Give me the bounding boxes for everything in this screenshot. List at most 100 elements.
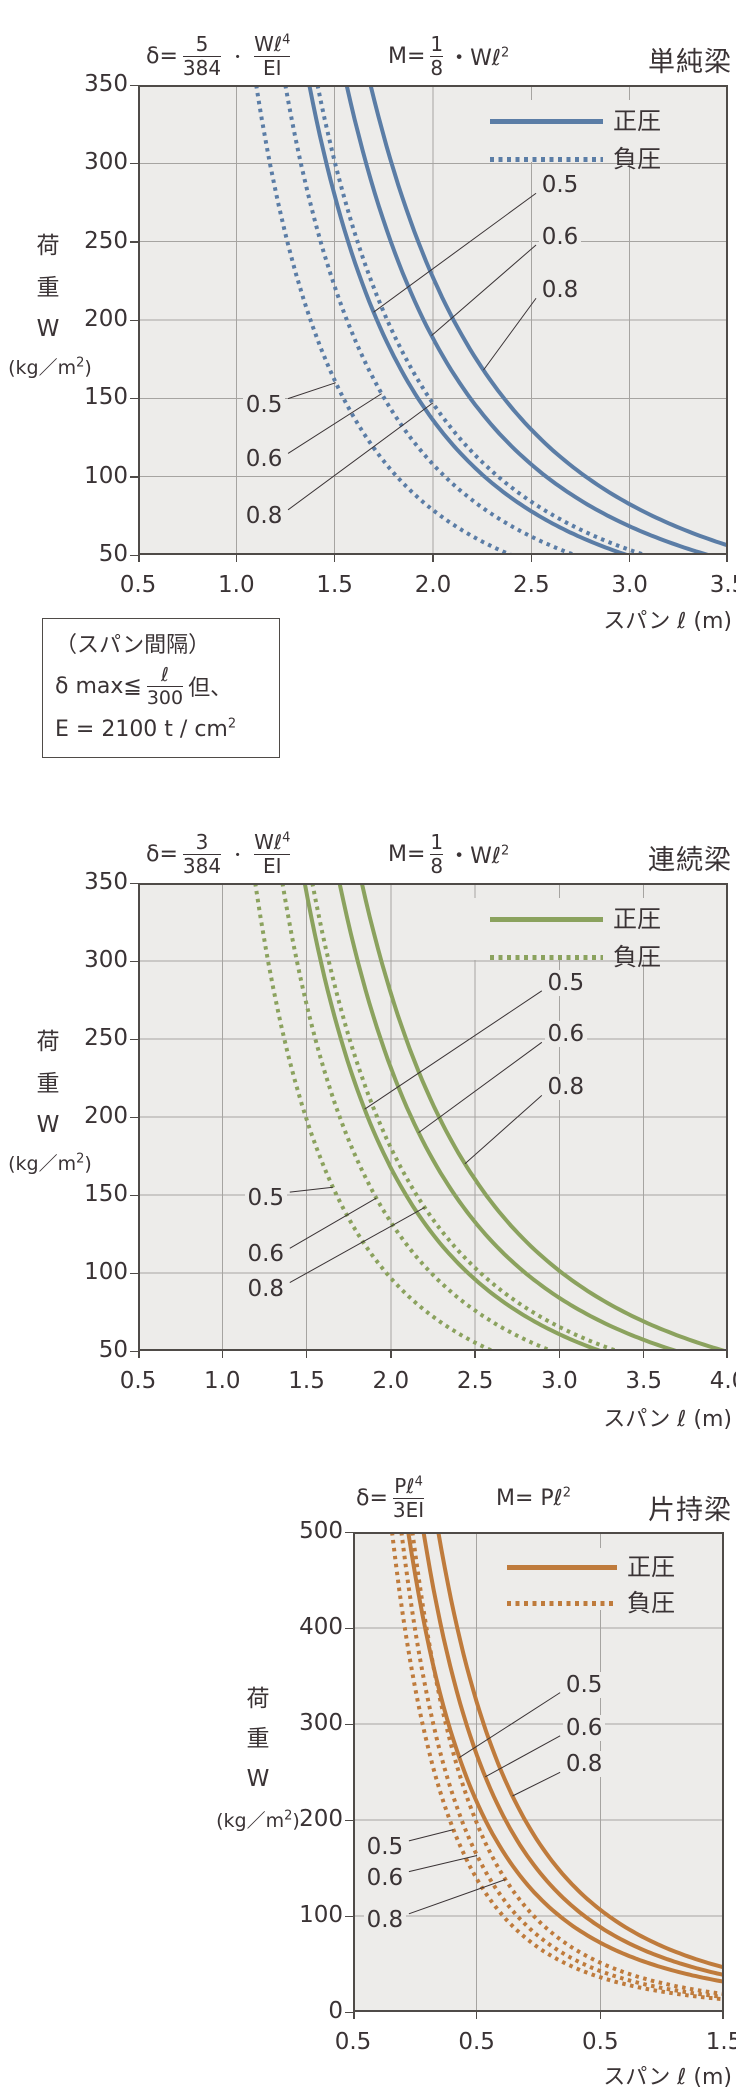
- fraction: 5 384: [182, 31, 222, 80]
- x-tick-label: 1.0: [218, 572, 255, 598]
- y-axis-title-1: 荷 重 W: [36, 233, 60, 342]
- leader-line: [289, 1207, 425, 1284]
- legend-item-negative: 負圧: [490, 944, 661, 970]
- plot-border: [353, 1532, 724, 2012]
- fraction-bar: [254, 853, 291, 855]
- leader-line: [408, 1855, 478, 1873]
- formula-deflection-3: δ= Pℓ4 3EI: [356, 1473, 425, 1522]
- x-tick-mark: [475, 2012, 478, 2019]
- fraction: 1 8: [430, 31, 444, 80]
- curve-positive-0.5: [302, 883, 602, 1351]
- plot-area-3: [353, 1532, 724, 2012]
- formula-moment-2: M= 1 8 ・Wℓ2: [388, 829, 510, 878]
- x-tick-mark: [599, 2012, 602, 2019]
- curve-label: 0.8: [244, 1275, 287, 1302]
- curve-positive-0.6: [421, 1532, 724, 1977]
- fraction: Wℓ4 EI: [254, 31, 291, 80]
- x-tick-mark: [432, 555, 434, 562]
- y-tick-mark: [130, 1038, 138, 1040]
- x-axis-title-1: スパン ℓ (m): [603, 609, 732, 634]
- y-tick-mark: [130, 554, 138, 556]
- curve-label: 0.6: [363, 1864, 406, 1891]
- multiply-dot: ・: [230, 47, 246, 66]
- x-tick-label: 3.0: [541, 1368, 578, 1394]
- y-tick-mark: [130, 319, 138, 321]
- leader-line: [373, 192, 537, 313]
- x-axis-title-2: スパン ℓ (m): [603, 1407, 732, 1432]
- curve-label: 0.6: [539, 223, 582, 250]
- x-tick-mark: [390, 1351, 392, 1358]
- fraction-bar: [392, 1497, 425, 1499]
- dotted-line-sample: [490, 156, 603, 162]
- plot-area-1: [138, 85, 728, 555]
- fraction-bar: [254, 55, 291, 57]
- leader-line: [483, 297, 537, 371]
- curve-label: 0.5: [539, 172, 582, 199]
- legend-2: 正圧 負圧: [470, 898, 715, 970]
- solid-line-sample: [490, 916, 603, 922]
- x-tick-label: 0.5: [119, 1368, 157, 1394]
- x-tick-mark: [642, 1351, 645, 1358]
- fraction: Pℓ4 3EI: [392, 1473, 425, 1522]
- curve-negative-0.5: [390, 1532, 724, 2002]
- leader-line: [289, 1186, 333, 1193]
- solid-line-sample: [507, 1564, 617, 1570]
- x-tick-mark: [726, 555, 728, 562]
- x-tick-label: 3.5: [625, 1368, 662, 1394]
- x-tick-mark: [628, 555, 631, 562]
- x-tick-mark: [726, 1351, 728, 1358]
- formula-moment-1: M= 1 8 ・Wℓ2: [388, 31, 510, 80]
- y-tick-label: 150: [84, 1181, 128, 1207]
- fraction-bar: [182, 853, 222, 855]
- curve-positive-0.8: [359, 883, 726, 1351]
- legend-item-positive: 正圧: [490, 906, 661, 932]
- y-tick-label: 350: [84, 869, 128, 895]
- curve-label: 0.8: [243, 502, 286, 529]
- chart-title-simple-beam: 単純梁: [648, 47, 732, 78]
- chart-title-continuous-beam: 連続梁: [648, 845, 732, 876]
- y-tick-mark: [130, 1194, 138, 1196]
- y-tick-label: 300: [84, 149, 128, 176]
- x-tick-label: 2.5: [456, 1368, 494, 1394]
- leader-line: [431, 244, 537, 337]
- y-tick-label: 250: [84, 227, 128, 254]
- x-tick-label: 1.5: [288, 1368, 325, 1394]
- legend-item-positive: 正圧: [490, 108, 661, 134]
- y-tick-label: 300: [84, 947, 128, 973]
- x-tick-mark: [530, 555, 533, 562]
- formula-delta-lhs: δ=: [146, 43, 178, 69]
- y-tick-label: 350: [84, 71, 128, 97]
- x-tick-mark: [138, 555, 140, 562]
- x-tick-mark: [305, 1351, 308, 1358]
- y-axis-unit-3: (kg／m2): [216, 1808, 300, 1832]
- x-tick-mark: [353, 2012, 355, 2019]
- curve-negative-0.6: [399, 1532, 724, 1999]
- plot-border: [138, 85, 728, 555]
- y-tick-label: 100: [84, 462, 128, 489]
- y-tick-mark: [130, 84, 138, 86]
- dotted-line-sample: [490, 954, 603, 960]
- curve-positive-0.6: [337, 883, 677, 1351]
- legend-item-positive: 正圧: [507, 1554, 675, 1580]
- y-tick-label: 50: [98, 1337, 128, 1363]
- x-tick-label: 1.0: [203, 1368, 241, 1394]
- x-tick-label: 0.5: [582, 2029, 619, 2055]
- legend-3: 正圧 負圧: [493, 1548, 716, 1616]
- leader-line: [287, 402, 434, 511]
- y-tick-mark: [130, 1350, 138, 1352]
- y-tick-mark: [345, 1627, 353, 1629]
- curve-negative-0.6: [280, 883, 553, 1351]
- y-axis-unit-1: (kg／m2): [8, 355, 92, 379]
- x-tick-mark: [333, 555, 336, 562]
- x-axis-title-3: スパン ℓ (m): [603, 2065, 732, 2088]
- y-tick-mark: [345, 1915, 353, 1917]
- curve-negative-0.5: [254, 85, 512, 555]
- y-axis-title-3: 荷 重 W: [246, 1686, 270, 1792]
- x-tick-label: 2.0: [372, 1368, 410, 1394]
- x-tick-mark: [221, 1351, 224, 1358]
- x-tick-mark: [558, 1351, 561, 1358]
- fraction-bar: [430, 55, 444, 57]
- curve-positive-0.5: [406, 1532, 724, 1984]
- x-tick-label: 0.5: [119, 572, 157, 598]
- x-tick-label: 2.0: [414, 572, 452, 598]
